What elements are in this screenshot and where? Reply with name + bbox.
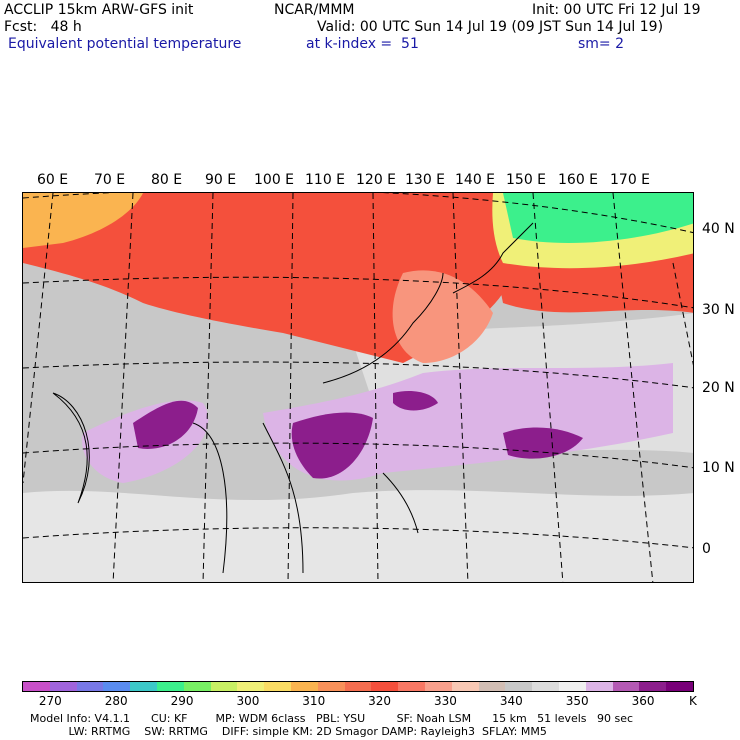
- colorbar-tick-label: 330: [434, 694, 457, 708]
- colorbar-swatch: [532, 682, 559, 691]
- lon-label: 130 E: [405, 172, 446, 188]
- organization: NCAR/MMM: [274, 2, 355, 18]
- india-coast: [52, 392, 90, 504]
- lon-label: 100 E: [254, 172, 295, 188]
- china-coast: [322, 272, 444, 384]
- coastlines: [52, 222, 534, 574]
- colorbar-swatch: [451, 682, 479, 691]
- smoothing-info: sm= 2: [578, 36, 625, 52]
- colorbar-unit: K: [689, 694, 697, 708]
- colorbar-swatch: [424, 682, 452, 691]
- colorbar-tick-label: 350: [565, 694, 589, 708]
- colorbar-swatch: [639, 682, 667, 691]
- map-panel: [22, 192, 694, 583]
- lon-line-70e: [23, 193, 54, 484]
- philippines-coast: [382, 472, 419, 534]
- warm-airmass-east-china: [392, 270, 493, 363]
- high-theta-e-bay-of-bengal: [133, 400, 198, 449]
- colorbar-swatch: [344, 682, 372, 691]
- colorbar-swatch: [478, 682, 506, 691]
- lon-label: 160 E: [558, 172, 599, 188]
- lon-label: 170 E: [610, 172, 651, 188]
- lon-line-140e: [612, 193, 654, 582]
- colorbar-swatch: [156, 682, 184, 691]
- lon-line-110e: [372, 193, 379, 582]
- southern-light-region: [23, 490, 693, 582]
- colorbar-swatch: [666, 682, 693, 691]
- lon-line-120e: [452, 193, 469, 582]
- colorbar-swatch: [612, 682, 640, 691]
- colorbar-tick-label: 320: [368, 694, 392, 708]
- lon-label: 60 E: [37, 172, 69, 188]
- colorbar-tick-label: 300: [236, 694, 260, 708]
- lon-line-150e: [672, 262, 693, 366]
- map-canvas: [23, 193, 693, 582]
- lon-line-100e: [287, 193, 294, 582]
- cold-airmass-northeast: [503, 193, 693, 243]
- colorbar-swatch: [23, 682, 50, 691]
- lat-label: 10 N: [702, 460, 735, 476]
- colorbar-tick-label: 360: [631, 694, 655, 708]
- lon-label: 70 E: [94, 172, 126, 188]
- model-info-line-1: Model Info: V4.1.1 CU: KF MP: WDM 6class…: [30, 712, 634, 725]
- colorbar-swatch: [585, 682, 613, 691]
- field-name: Equivalent potential temperature: [8, 36, 242, 52]
- colorbar-swatch: [558, 682, 586, 691]
- indochina-coast: [262, 422, 304, 574]
- level-info: at k-index = 51: [306, 36, 419, 52]
- colorbar-swatch: [264, 682, 291, 691]
- colorbar-swatch: [398, 682, 425, 691]
- model-title: ACCLIP 15km ARW-GFS init: [4, 2, 194, 18]
- yellow-airmass-west: [23, 193, 143, 248]
- high-theta-e-south-china-sea: [291, 412, 373, 479]
- colorbar-swatch: [130, 682, 157, 691]
- colorbar: [22, 681, 694, 692]
- init-time: Init: 00 UTC Fri 12 Jul 19: [532, 2, 701, 18]
- lat-label: 20 N: [702, 380, 735, 396]
- colorbar-swatch: [371, 682, 399, 691]
- lon-line-90e: [202, 193, 214, 582]
- lon-label: 80 E: [151, 172, 183, 188]
- colorbar-swatch: [210, 682, 238, 691]
- moist-region-pacific: [263, 363, 673, 481]
- lon-line-80e: [112, 193, 134, 582]
- forecast-hour: Fcst: 48 h: [4, 19, 82, 35]
- valid-time: Valid: 00 UTC Sun 14 Jul 19 (09 JST Sun …: [317, 19, 664, 35]
- graticule: [23, 193, 693, 582]
- lat-label: 0: [702, 541, 711, 557]
- high-theta-e-philippine-sea: [393, 391, 438, 411]
- warm-airmass-continent: [23, 193, 508, 363]
- lat-label: 30 N: [702, 302, 735, 318]
- lon-label: 120 E: [356, 172, 397, 188]
- lon-label: 90 E: [205, 172, 237, 188]
- colorbar-swatch: [237, 682, 265, 691]
- colorbar-tick-label: 280: [104, 694, 128, 708]
- colorbar-tick-label: 290: [170, 694, 194, 708]
- colorbar-swatch: [290, 682, 318, 691]
- colorbar-swatch: [505, 682, 533, 691]
- myanmar-coast: [192, 422, 228, 574]
- colorbar-swatch: [183, 682, 211, 691]
- lon-line-130e: [532, 193, 564, 582]
- lon-label: 140 E: [455, 172, 496, 188]
- japan-coast: [452, 222, 534, 294]
- lat-label: 40 N: [702, 221, 735, 237]
- colorbar-swatch: [76, 682, 104, 691]
- lon-label: 150 E: [506, 172, 547, 188]
- colorbar-swatch: [49, 682, 77, 691]
- colorbar-tick-label: 340: [499, 694, 523, 708]
- colorbar-tick-label: 310: [302, 694, 326, 708]
- model-info-line-2: LW: RRTMG SW: RRTMG DIFF: simple KM: 2D …: [30, 725, 547, 738]
- colorbar-swatch: [317, 682, 345, 691]
- lon-label: 110 E: [305, 172, 346, 188]
- colorbar-swatch: [103, 682, 131, 691]
- colorbar-tick-label: 270: [38, 694, 62, 708]
